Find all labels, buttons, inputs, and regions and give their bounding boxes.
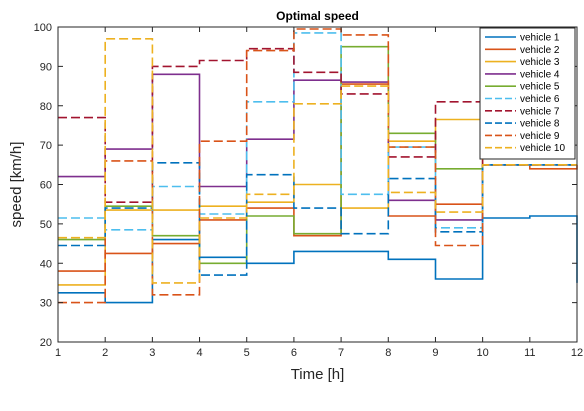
- x-tick-label: 8: [385, 347, 391, 359]
- x-tick-label: 4: [196, 347, 202, 359]
- y-tick-label: 80: [40, 101, 52, 113]
- x-tick-label: 2: [102, 347, 108, 359]
- x-tick-label: 9: [432, 347, 438, 359]
- x-tick-label: 11: [524, 347, 535, 359]
- series-line-vehicle-1: [58, 215, 578, 304]
- x-tick-label: 6: [291, 347, 297, 359]
- legend-label: vehicle 9: [520, 131, 560, 142]
- y-tick-label: 100: [34, 22, 52, 34]
- legend-label: vehicle 5: [520, 82, 560, 93]
- x-tick-label: 10: [477, 347, 489, 359]
- y-axis-title: speed [km/h]: [8, 142, 25, 228]
- legend-label: vehicle 7: [520, 106, 560, 117]
- x-tick-label: 3: [149, 347, 155, 359]
- legend-label: vehicle 3: [520, 57, 560, 68]
- y-tick-label: 90: [40, 61, 52, 73]
- series-line-vehicle-8: [58, 162, 577, 276]
- y-tick-label: 60: [40, 180, 52, 192]
- legend-label: vehicle 6: [520, 94, 560, 105]
- series-line-vehicle-3: [58, 118, 577, 286]
- y-tick-label: 40: [40, 258, 52, 270]
- x-tick-label: 7: [338, 347, 344, 359]
- legend-label: vehicle 10: [520, 143, 565, 154]
- y-tick-label: 20: [40, 337, 52, 349]
- y-tick-label: 70: [40, 140, 52, 152]
- series-group: [58, 28, 578, 304]
- legend-label: vehicle 1: [520, 33, 560, 44]
- series-line-vehicle-10: [58, 38, 577, 284]
- y-tick-label: 50: [40, 219, 52, 231]
- legend-label: vehicle 8: [520, 119, 560, 130]
- x-axis-title: Time [h]: [291, 366, 345, 383]
- y-tick-label: 30: [40, 298, 52, 310]
- x-tick-label: 12: [571, 347, 583, 359]
- chart-title: Optimal speed: [276, 9, 359, 23]
- x-tick-label: 5: [244, 347, 250, 359]
- x-tick-label: 1: [55, 347, 61, 359]
- legend-label: vehicle 4: [520, 69, 560, 80]
- legend-label: vehicle 2: [520, 45, 560, 56]
